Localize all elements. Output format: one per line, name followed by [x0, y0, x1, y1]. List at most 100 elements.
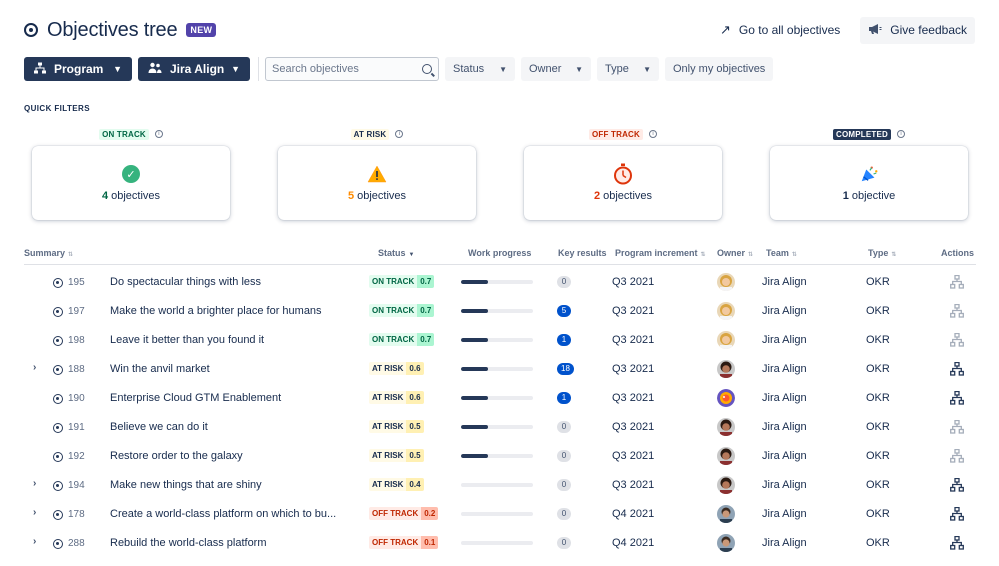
work-progress-fill	[461, 280, 489, 284]
table-row[interactable]: 195 Do spectacular things with less ON TRA…	[24, 268, 976, 297]
at-risk-card[interactable]: 5 objectives	[278, 146, 476, 220]
chevron-right-icon[interactable]: ›	[33, 536, 37, 547]
objective-type: OKR	[866, 392, 890, 404]
on-track-card[interactable]: ✓ 4 objectives	[32, 146, 230, 220]
jira-align-dropdown[interactable]: Jira Align ▼	[138, 57, 250, 81]
view-hierarchy-icon[interactable]	[950, 361, 964, 376]
objective-summary-link[interactable]: Do spectacular things with less	[110, 276, 262, 288]
chevron-right-icon[interactable]: ›	[33, 507, 37, 518]
status-score: 0.6	[406, 391, 424, 404]
program-increment: Q3 2021	[612, 305, 655, 317]
program-dropdown[interactable]: Program ▼	[24, 57, 132, 81]
key-results-badge[interactable]: 18	[557, 363, 574, 375]
table-row[interactable]: › 194 Make new things that are shiny AT RIS…	[24, 471, 976, 500]
status-filter-dropdown[interactable]: Status ▼	[445, 57, 515, 81]
key-results-badge[interactable]: 0	[557, 537, 571, 549]
jira-align-label: Jira Align	[170, 62, 225, 76]
view-hierarchy-icon[interactable]	[950, 477, 964, 492]
owner-avatar[interactable]	[717, 447, 735, 465]
column-program-increment[interactable]: Program increment ⇅	[615, 248, 706, 258]
objective-summary-link[interactable]: Create a world-class platform on which t…	[110, 508, 337, 520]
work-progress-bar	[461, 483, 533, 487]
view-hierarchy-icon[interactable]	[950, 274, 964, 289]
table-row[interactable]: 197 Make the world a brighter place for h…	[24, 297, 976, 326]
owner-filter-dropdown[interactable]: Owner ▼	[521, 57, 591, 81]
completed-card[interactable]: 1 objective	[770, 146, 968, 220]
view-hierarchy-icon[interactable]	[950, 390, 964, 405]
key-results-badge[interactable]: 0	[557, 276, 571, 288]
view-hierarchy-icon[interactable]	[950, 448, 964, 463]
objective-summary-link[interactable]: Make new things that are shiny	[110, 479, 262, 491]
key-results-badge[interactable]: 0	[557, 508, 571, 520]
objective-summary-link[interactable]: Believe we can do it	[110, 421, 208, 433]
sort-icon: ⇅	[891, 252, 897, 258]
off-track-card[interactable]: 2 objectives	[524, 146, 722, 220]
objective-summary-link[interactable]: Rebuild the world-class platform	[110, 537, 267, 549]
column-team-label: Team	[766, 248, 789, 258]
objective-id: 178	[68, 509, 85, 520]
owner-avatar[interactable]	[717, 418, 735, 436]
info-icon[interactable]: i	[649, 130, 657, 138]
owner-avatar[interactable]	[717, 389, 735, 407]
view-hierarchy-icon[interactable]	[950, 506, 964, 521]
key-results-badge[interactable]: 0	[557, 421, 571, 433]
give-feedback-button[interactable]: Give feedback	[860, 16, 975, 44]
work-progress-bar	[461, 338, 533, 342]
table-row[interactable]: › 178 Create a world-class platform on whi…	[24, 500, 976, 529]
key-results-badge[interactable]: 1	[557, 392, 571, 404]
view-hierarchy-icon[interactable]	[950, 419, 964, 434]
search-input[interactable]: Search objectives	[265, 57, 439, 81]
objective-summary-link[interactable]: Restore order to the galaxy	[110, 450, 243, 462]
off-track-noun: objectives	[603, 190, 653, 202]
only-my-objectives-label: Only my objectives	[673, 63, 766, 75]
view-hierarchy-icon[interactable]	[950, 535, 964, 550]
column-key-results-label: Key results	[558, 248, 607, 258]
objective-summary-link[interactable]: Make the world a brighter place for huma…	[110, 305, 322, 317]
owner-avatar[interactable]	[717, 273, 735, 291]
column-team[interactable]: Team ⇅	[766, 248, 797, 258]
column-status[interactable]: Status ▼	[378, 248, 414, 258]
status-lozenge: AT RISK 0.6	[369, 391, 424, 404]
key-results-badge[interactable]: 0	[557, 479, 571, 491]
info-icon[interactable]: i	[395, 130, 404, 138]
column-type[interactable]: Type ⇅	[868, 248, 896, 258]
chevron-right-icon[interactable]: ›	[33, 362, 37, 373]
key-results-badge[interactable]: 0	[557, 450, 571, 462]
target-icon	[53, 365, 63, 375]
objective-summary-link[interactable]: Win the anvil market	[110, 363, 210, 375]
team-name: Jira Align	[762, 537, 807, 549]
objective-type: OKR	[866, 479, 890, 491]
table-row[interactable]: 198 Leave it better than you found it ON T…	[24, 326, 976, 355]
owner-avatar[interactable]	[717, 476, 735, 494]
view-hierarchy-icon[interactable]	[950, 332, 964, 347]
status-score: 0.5	[406, 420, 424, 433]
objective-summary-link[interactable]: Enterprise Cloud GTM Enablement	[110, 392, 282, 404]
info-icon[interactable]: i	[154, 130, 163, 138]
key-results-badge[interactable]: 1	[557, 334, 571, 346]
celebration-icon	[859, 164, 879, 184]
team-name: Jira Align	[762, 508, 807, 520]
sort-descending-icon: ▼	[408, 252, 415, 258]
status-score: 0.1	[421, 536, 439, 549]
key-results-badge[interactable]: 5	[557, 305, 571, 317]
owner-avatar[interactable]	[717, 505, 735, 523]
column-owner[interactable]: Owner ⇅	[717, 248, 753, 258]
only-my-objectives-toggle[interactable]: Only my objectives	[665, 57, 774, 81]
go-to-all-objectives-button[interactable]: ↗ Go to all objectives	[712, 16, 848, 44]
table-row[interactable]: 190 Enterprise Cloud GTM Enablement AT RIS…	[24, 384, 976, 413]
column-summary[interactable]: Summary ⇅	[24, 248, 73, 258]
type-filter-dropdown[interactable]: Type ▼	[597, 57, 659, 81]
owner-avatar[interactable]	[717, 331, 735, 349]
view-hierarchy-icon[interactable]	[950, 303, 964, 318]
info-icon[interactable]: i	[897, 130, 906, 138]
owner-avatar[interactable]	[717, 360, 735, 378]
table-row[interactable]: 191 Believe we can do it AT RISK 0.5 0 Q3 202…	[24, 413, 976, 442]
table-row[interactable]: 192 Restore order to the galaxy AT RISK 0.5…	[24, 442, 976, 471]
table-row[interactable]: › 188 Win the anvil market AT RISK 0.6 18 Q3 2…	[24, 355, 976, 384]
objective-summary-link[interactable]: Leave it better than you found it	[110, 334, 265, 346]
chevron-right-icon[interactable]: ›	[33, 478, 37, 489]
status-text: AT RISK	[369, 391, 407, 404]
owner-avatar[interactable]	[717, 302, 735, 320]
table-row[interactable]: › 288 Rebuild the world-class platform OFF …	[24, 529, 976, 558]
owner-avatar[interactable]	[717, 534, 735, 552]
